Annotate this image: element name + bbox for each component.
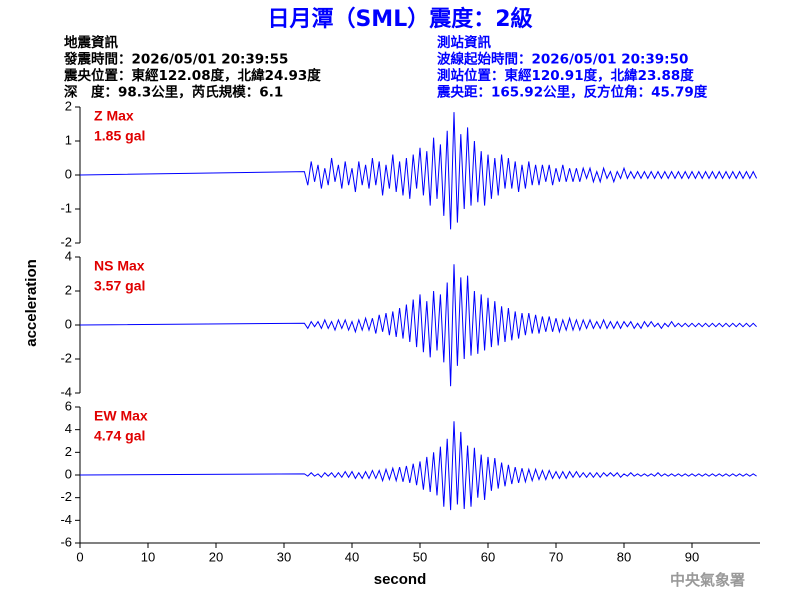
waveform — [79, 112, 758, 230]
y-tick-label: -2 — [60, 234, 72, 249]
x-tick-label: 90 — [685, 549, 699, 564]
info-left: 深 度：98.3公里，芮氏規模：6.1 — [64, 84, 283, 101]
x-tick-label: 70 — [549, 549, 563, 564]
y-axis-label: acceleration — [23, 259, 40, 347]
waveform — [79, 264, 757, 387]
chart-title: 日月潭（SML）震度：2級 — [267, 6, 532, 32]
y-tick-label: 0 — [65, 466, 72, 481]
y-tick-label: 0 — [65, 166, 72, 181]
y-tick-label: 4 — [65, 421, 72, 436]
x-tick-label: 30 — [277, 549, 291, 564]
info-right: 波線起始時間：2026/05/01 20:39:50 — [437, 51, 688, 68]
info-left: 震央位置：東經122.08度，北緯24.93度 — [63, 67, 321, 84]
info-right: 測站位置：東經120.91度，北緯23.88度 — [437, 67, 694, 84]
y-tick-label: -2 — [60, 489, 72, 504]
y-tick-label: 0 — [65, 316, 72, 331]
panel-label: NS Max — [94, 258, 145, 274]
x-tick-label: 0 — [76, 549, 83, 564]
panel-label: Z Max — [94, 108, 134, 124]
x-tick-label: 20 — [209, 549, 223, 564]
x-tick-label: 10 — [141, 549, 155, 564]
x-tick-label: 60 — [481, 549, 495, 564]
x-tick-label: 50 — [413, 549, 427, 564]
info-left: 地震資訊 — [64, 34, 118, 51]
y-tick-label: 2 — [65, 98, 72, 113]
y-tick-label: 1 — [65, 132, 72, 147]
y-tick-label: 2 — [65, 282, 72, 297]
y-tick-label: -4 — [60, 384, 72, 399]
y-tick-label: -6 — [60, 534, 72, 549]
x-tick-label: 80 — [617, 549, 631, 564]
x-tick-label: 40 — [345, 549, 359, 564]
info-right: 測站資訊 — [437, 34, 491, 51]
waveform — [79, 421, 757, 511]
panel-max: 3.57 gal — [94, 278, 145, 294]
info-left: 發震時間：2026/05/01 20:39:55 — [63, 51, 288, 68]
footer-logo: 中央氣象署 — [670, 571, 745, 589]
y-tick-label: 2 — [65, 444, 72, 459]
panel-label: EW Max — [94, 408, 148, 424]
y-tick-label: -1 — [60, 200, 72, 215]
y-tick-label: 4 — [65, 248, 72, 263]
panel-max: 4.74 gal — [94, 428, 145, 444]
x-axis-label: second — [374, 571, 427, 588]
y-tick-label: 6 — [65, 398, 72, 413]
panel-max: 1.85 gal — [94, 128, 145, 144]
y-tick-label: -2 — [60, 350, 72, 365]
info-right: 震央距：165.92公里，反方位角：45.79度 — [436, 84, 708, 101]
y-tick-label: -4 — [60, 512, 72, 527]
